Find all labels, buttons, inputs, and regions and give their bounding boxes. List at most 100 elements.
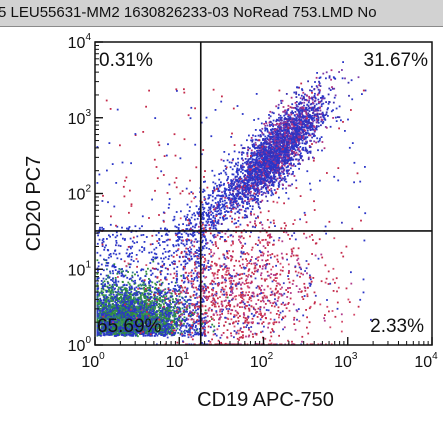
b-cell-event-dot bbox=[255, 138, 257, 141]
b-cell-event-dot bbox=[230, 204, 233, 207]
b-cell-event-dot bbox=[270, 175, 273, 178]
b-cell-event-dot bbox=[273, 144, 276, 147]
b-cell-event-dot bbox=[232, 189, 234, 192]
b-cell-event-dot bbox=[279, 132, 282, 135]
b-cell-event-dot bbox=[200, 217, 203, 220]
b-cell-event-dot bbox=[193, 234, 196, 236]
b-cell-event-dot bbox=[292, 125, 295, 128]
b-cell-event-dot bbox=[318, 77, 321, 79]
b-cell-event-dot bbox=[308, 114, 311, 116]
b-cell-event-dot bbox=[289, 139, 292, 142]
b-cell-event-dot bbox=[285, 166, 288, 169]
b-cell-event-dot bbox=[230, 185, 233, 188]
b-cell-event-dot bbox=[239, 176, 241, 179]
b-cell-event-dot bbox=[340, 119, 342, 122]
b-cell-event-dot bbox=[265, 169, 268, 172]
b-cell-event-dot bbox=[296, 105, 299, 108]
b-cell-event-dot bbox=[304, 129, 307, 132]
b-cell-event-dot bbox=[277, 125, 280, 127]
b-cell-event-dot bbox=[279, 166, 282, 169]
b-cell-event-dot bbox=[247, 178, 250, 181]
b-cell-event-dot bbox=[307, 158, 310, 161]
b-cell-event-dot bbox=[292, 112, 294, 114]
b-cell-event-dot bbox=[260, 181, 263, 184]
b-cell-event-dot bbox=[275, 147, 278, 150]
b-cell-event-dot bbox=[293, 175, 296, 177]
b-cell-event-dot bbox=[242, 159, 244, 162]
b-cell-event-dot bbox=[249, 187, 252, 190]
b-cell-event-dot bbox=[283, 161, 286, 164]
b-cell-event-dot bbox=[297, 119, 300, 122]
b-cell-event-dot bbox=[190, 233, 193, 236]
b-cell-event-dot bbox=[315, 141, 317, 144]
b-cell-event-dot bbox=[302, 91, 305, 94]
b-cell-event-dot bbox=[272, 168, 275, 170]
b-cell-event-dot bbox=[351, 98, 354, 101]
b-cell-event-dot bbox=[220, 184, 223, 187]
b-cell-event-dot bbox=[247, 159, 250, 162]
b-cell-event-dot bbox=[271, 148, 274, 151]
negative-event-dot bbox=[121, 280, 124, 283]
b-cell-event-dot bbox=[218, 208, 221, 210]
b-cell-event-dot bbox=[257, 179, 259, 182]
b-cell-event-dot bbox=[282, 122, 285, 124]
b-cell-event-dot bbox=[261, 154, 263, 156]
b-cell-event-dot bbox=[319, 106, 321, 109]
b-cell-event-dot bbox=[311, 98, 314, 101]
b-cell-event-dot bbox=[256, 192, 259, 194]
b-cell-event-dot bbox=[284, 131, 286, 134]
b-cell-event-dot bbox=[261, 167, 264, 170]
b-cell-event-dot bbox=[263, 140, 266, 143]
b-cell-event-dot bbox=[218, 206, 220, 208]
b-cell-event-dot bbox=[276, 130, 279, 133]
b-cell-event-dot bbox=[221, 195, 224, 198]
b-cell-event-dot bbox=[204, 224, 207, 227]
b-cell-event-dot bbox=[249, 158, 251, 160]
b-cell-event-dot bbox=[257, 203, 260, 206]
b-cell-event-dot bbox=[294, 130, 297, 132]
b-cell-event-dot bbox=[259, 151, 262, 154]
b-cell-event-dot bbox=[321, 114, 324, 117]
b-cell-event-dot bbox=[259, 173, 262, 176]
b-cell-event-dot bbox=[321, 149, 323, 152]
b-cell-event-dot bbox=[312, 111, 315, 114]
b-cell-event-dot bbox=[252, 177, 255, 179]
b-cell-event-dot bbox=[290, 106, 293, 109]
b-cell-event-dot bbox=[315, 103, 318, 106]
b-cell-event-dot bbox=[242, 184, 245, 187]
b-cell-event-dot bbox=[325, 111, 328, 114]
b-cell-event-dot bbox=[205, 247, 208, 249]
negative-event-dot bbox=[150, 291, 153, 293]
b-cell-event-dot bbox=[223, 207, 226, 210]
b-cell-event-dot bbox=[277, 166, 280, 169]
b-cell-event-dot bbox=[236, 183, 238, 185]
b-cell-event-dot bbox=[220, 209, 222, 212]
b-cell-event-dot bbox=[260, 190, 263, 193]
b-cell-event-dot bbox=[293, 125, 296, 128]
b-cell-event-dot bbox=[273, 141, 276, 143]
b-cell-event-dot bbox=[308, 145, 311, 147]
b-cell-event-dot bbox=[310, 106, 312, 109]
b-cell-event-dot bbox=[216, 210, 219, 213]
b-cell-event-dot bbox=[261, 159, 264, 161]
b-cell-event-dot bbox=[261, 164, 263, 167]
b-cell-event-dot bbox=[303, 122, 305, 125]
b-cell-event-dot bbox=[313, 88, 316, 91]
b-cell-event-dot bbox=[311, 128, 313, 131]
b-cell-event-dot bbox=[306, 99, 308, 102]
negative-event-dot bbox=[156, 334, 159, 337]
b-cell-event-dot bbox=[272, 163, 275, 166]
b-cell-event-dot bbox=[213, 186, 216, 189]
b-cell-event-dot bbox=[338, 116, 341, 119]
b-cell-event-dot bbox=[301, 110, 304, 112]
b-cell-event-dot bbox=[299, 115, 301, 118]
b-cell-event-dot bbox=[229, 207, 231, 209]
b-cell-event-dot bbox=[299, 109, 302, 112]
b-cell-event-dot bbox=[270, 167, 272, 170]
b-cell-event-dot bbox=[299, 131, 301, 134]
b-cell-event-dot bbox=[310, 90, 313, 92]
b-cell-event-dot bbox=[270, 128, 272, 131]
b-cell-event-dot bbox=[288, 114, 291, 117]
b-cell-event-dot bbox=[213, 205, 215, 208]
b-cell-event-dot bbox=[304, 149, 307, 152]
